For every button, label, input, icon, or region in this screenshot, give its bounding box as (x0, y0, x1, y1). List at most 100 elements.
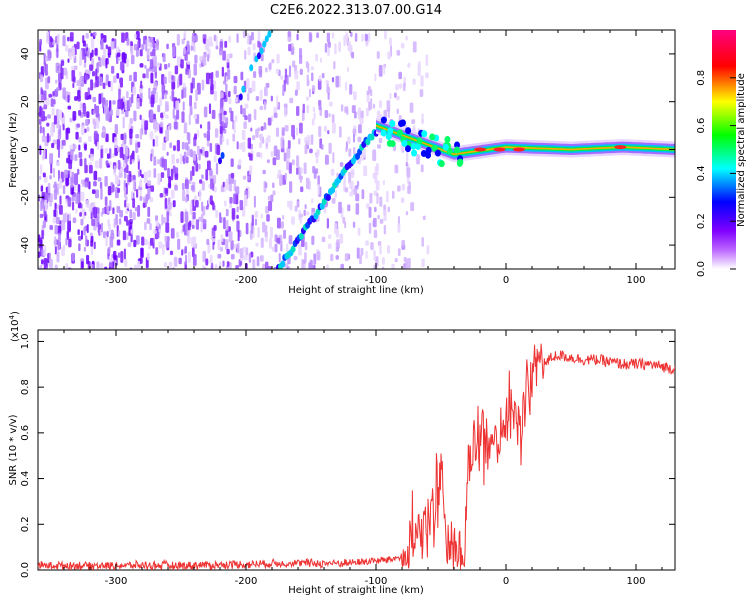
spectral-speckle (325, 79, 329, 85)
spectral-speckle (382, 180, 385, 186)
spectral-speckle (260, 237, 264, 249)
spectral-speckle (169, 266, 172, 269)
spectral-speckle (172, 108, 175, 119)
spectrogram-y-axis-label: Frequency (Hz) (8, 112, 19, 188)
spectral-speckle (120, 98, 124, 111)
spectral-speckle (299, 68, 303, 75)
spectral-speckle (241, 141, 246, 153)
snr-x-axis-label: Height of straight line (km) (288, 585, 424, 596)
spectral-speckle (126, 38, 130, 46)
spectral-speckle (375, 196, 380, 202)
spectral-speckle (235, 192, 239, 205)
spectral-speckle (38, 118, 42, 125)
spectral-speckle (47, 182, 51, 194)
spectral-speckle (218, 47, 223, 56)
spectral-speckle (191, 224, 195, 229)
dispersive-trace-point (220, 151, 225, 159)
carrier-cluster-point (421, 130, 428, 138)
spectral-speckle (421, 113, 424, 125)
spectral-speckle (199, 189, 202, 202)
spectral-speckle (162, 111, 166, 117)
spectral-speckle (222, 50, 226, 61)
spectral-speckle (300, 186, 304, 193)
spectral-speckle (251, 32, 254, 41)
spectral-speckle (306, 135, 311, 146)
spectral-speckle (119, 209, 124, 218)
spectral-speckle (194, 34, 198, 42)
spectral-speckle (294, 205, 298, 212)
spectral-speckle (182, 101, 185, 111)
spectral-speckle (279, 174, 283, 186)
spectral-speckle (57, 161, 60, 167)
spectral-speckle (374, 206, 377, 213)
spectral-speckle (106, 205, 110, 214)
spectral-speckle (49, 193, 53, 203)
spectral-speckle (130, 43, 134, 55)
spectral-speckle (72, 82, 75, 89)
spectral-speckle (374, 173, 378, 184)
spectral-speckle (223, 110, 227, 116)
spectral-speckle (324, 110, 329, 119)
spectral-speckle (109, 109, 113, 116)
spectral-speckle (83, 62, 87, 68)
spectral-speckle (165, 222, 170, 233)
spectral-speckle (397, 223, 401, 233)
spectral-speckle (396, 108, 399, 115)
spectral-speckle (255, 242, 259, 247)
spectral-speckle (205, 169, 209, 181)
spectral-speckle (420, 75, 424, 87)
spectral-speckle (378, 65, 383, 77)
spectral-speckle (149, 237, 154, 246)
spectral-speckle (161, 158, 165, 168)
spectral-speckle (193, 101, 197, 110)
spectral-speckle (84, 91, 89, 100)
spectral-speckle (84, 158, 87, 167)
spectral-speckle (368, 206, 372, 218)
spectral-speckle (210, 178, 214, 190)
spectral-speckle (77, 184, 81, 195)
spectral-speckle (240, 104, 243, 115)
carrier-cluster-point (401, 139, 408, 147)
spectral-speckle (243, 121, 247, 130)
spectral-speckle (82, 40, 86, 47)
spectral-speckle (201, 201, 204, 212)
spectral-speckle (331, 114, 335, 124)
spectral-speckle (184, 179, 189, 190)
spectral-speckle (207, 121, 211, 131)
spectral-speckle (249, 165, 253, 175)
spectral-speckle (50, 37, 54, 43)
spectral-speckle (358, 124, 362, 134)
spectral-speckle (271, 115, 274, 122)
spectral-speckle (133, 43, 138, 51)
spectral-speckle (93, 121, 97, 130)
spectral-speckle (228, 183, 233, 192)
spectral-speckle (363, 148, 366, 158)
spectral-speckle (132, 179, 136, 191)
spectral-speckle (328, 234, 332, 239)
spectral-speckle (116, 52, 121, 58)
spectral-speckle (107, 185, 112, 196)
spectral-speckle (128, 74, 133, 82)
spectral-speckle (166, 211, 170, 223)
spectral-speckle (251, 135, 256, 141)
spectral-speckle (83, 226, 86, 236)
spectral-speckle (78, 235, 82, 241)
spectral-speckle (48, 252, 51, 261)
colorbar-ticks: 0.0 0.2 0.4 0.6 0.8 (696, 70, 736, 277)
spectral-speckle (133, 33, 137, 39)
spectral-speckle (230, 177, 235, 184)
spectral-speckle (230, 172, 235, 179)
spectral-speckle (254, 218, 258, 226)
colorbar-tick-label: 0.4 (696, 165, 707, 181)
spectral-speckle (116, 239, 121, 246)
carrier-cluster-point (416, 137, 423, 145)
spectral-speckle (93, 130, 98, 141)
spectral-speckle (409, 102, 414, 113)
spectral-speckle (146, 48, 150, 60)
spectral-speckle (293, 255, 298, 261)
spectral-speckle (181, 141, 185, 150)
spectral-speckle (198, 163, 201, 170)
spectral-speckle (169, 212, 172, 217)
spectral-speckle (263, 101, 267, 111)
spectral-speckle (124, 258, 128, 268)
